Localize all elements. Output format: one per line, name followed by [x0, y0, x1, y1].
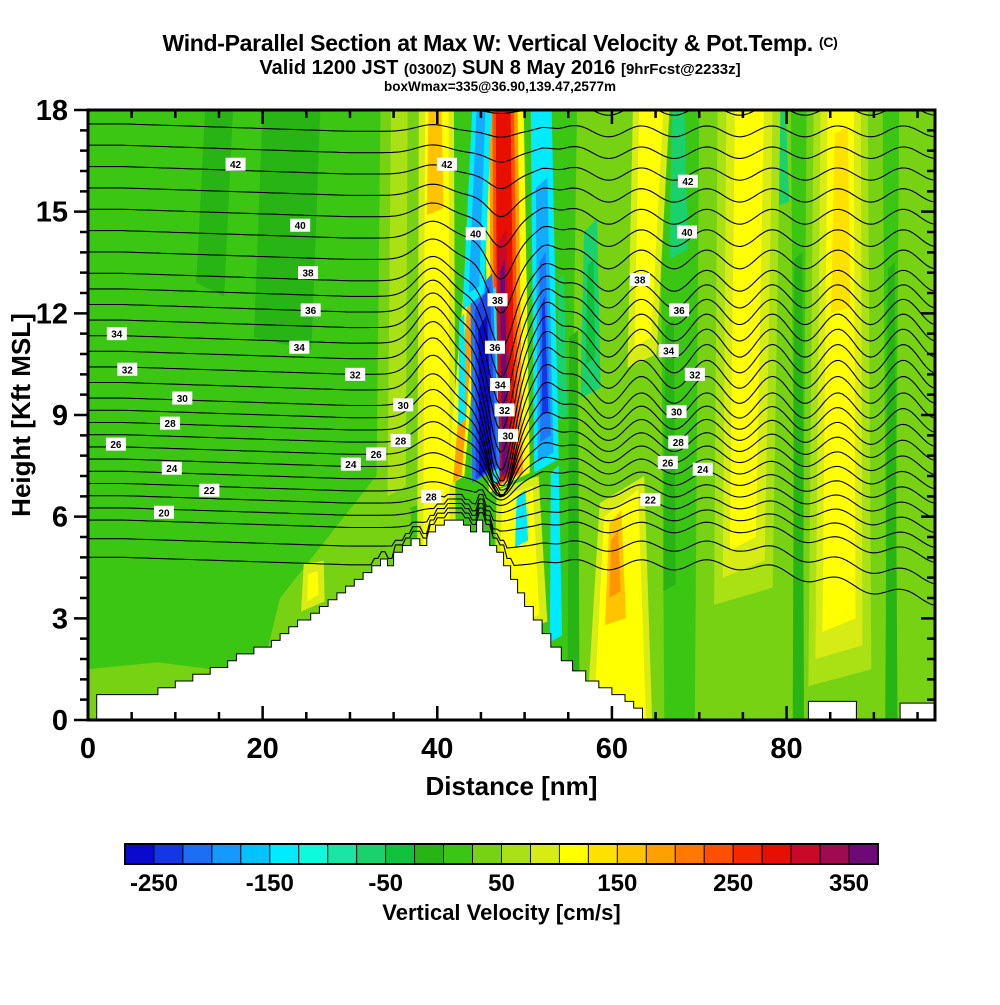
svg-text:26: 26 — [110, 440, 122, 451]
colorbar: -250 -150 -50 50 150 250 350 Vertical Velocity … — [124, 843, 879, 925]
svg-text:40: 40 — [421, 733, 453, 765]
svg-text:32: 32 — [350, 370, 362, 381]
svg-text:36: 36 — [305, 306, 317, 317]
svg-text:34: 34 — [495, 381, 507, 392]
svg-text:42: 42 — [230, 160, 242, 171]
svg-text:28: 28 — [165, 419, 177, 430]
svg-text:12: 12 — [36, 298, 68, 330]
colorbar-label: Vertical Velocity [cm/s] — [382, 900, 620, 925]
svg-text:30: 30 — [671, 408, 683, 419]
svg-text:80: 80 — [770, 733, 802, 765]
terrain-silhouette — [88, 519, 935, 720]
svg-text:9: 9 — [52, 400, 68, 432]
svg-text:0: 0 — [80, 733, 96, 765]
svg-text:24: 24 — [345, 460, 357, 471]
svg-text:34: 34 — [294, 343, 306, 354]
svg-text:-50: -50 — [368, 870, 403, 897]
svg-text:32: 32 — [689, 370, 701, 381]
svg-text:18: 18 — [36, 95, 68, 127]
svg-text:42: 42 — [441, 160, 453, 171]
svg-text:26: 26 — [662, 458, 674, 469]
svg-text:30: 30 — [502, 431, 514, 442]
svg-text:50: 50 — [488, 870, 515, 897]
svg-text:22: 22 — [204, 486, 216, 497]
isentrope-contours — [88, 110, 934, 606]
svg-text:-250: -250 — [130, 870, 178, 897]
svg-text:20: 20 — [158, 508, 170, 519]
y-axis-title: Height [Kft MSL] — [6, 313, 36, 517]
svg-text:26: 26 — [371, 450, 383, 461]
svg-text:28: 28 — [426, 492, 438, 503]
svg-text:30: 30 — [398, 401, 410, 412]
axes — [74, 108, 937, 722]
svg-text:20: 20 — [247, 733, 279, 765]
velocity-field: 42 40 38 36 34 34 32 32 30 28 26 24 22 20 30 24 26 28 28 42… — [88, 110, 935, 720]
svg-text:0: 0 — [52, 705, 68, 737]
svg-text:28: 28 — [673, 438, 685, 449]
svg-text:42: 42 — [682, 177, 694, 188]
svg-text:38: 38 — [492, 296, 504, 307]
svg-text:38: 38 — [634, 275, 646, 286]
svg-text:36: 36 — [489, 343, 501, 354]
svg-text:6: 6 — [52, 502, 68, 534]
svg-text:350: 350 — [829, 870, 869, 897]
svg-text:30: 30 — [177, 394, 189, 405]
svg-text:36: 36 — [674, 306, 686, 317]
x-axis-title: Distance [nm] — [426, 771, 598, 801]
svg-text:40: 40 — [681, 228, 693, 239]
svg-text:38: 38 — [302, 269, 314, 280]
svg-text:60: 60 — [596, 733, 628, 765]
svg-text:34: 34 — [111, 330, 123, 341]
svg-text:3: 3 — [52, 603, 68, 635]
svg-text:22: 22 — [645, 496, 657, 507]
svg-text:150: 150 — [597, 870, 637, 897]
svg-text:32: 32 — [499, 406, 511, 417]
contour-labels: 42 40 38 36 34 34 32 32 30 28 26 24 22 20 30 24 26 28 28 42… — [105, 157, 713, 519]
svg-text:40: 40 — [470, 230, 482, 241]
svg-text:40: 40 — [295, 221, 307, 232]
svg-text:24: 24 — [166, 464, 178, 475]
svg-text:34: 34 — [663, 347, 675, 358]
svg-text:24: 24 — [697, 465, 709, 476]
svg-text:-150: -150 — [246, 870, 294, 897]
svg-text:15: 15 — [36, 197, 68, 229]
svg-text:32: 32 — [122, 365, 134, 376]
svg-text:28: 28 — [395, 436, 407, 447]
svg-text:250: 250 — [713, 870, 753, 897]
